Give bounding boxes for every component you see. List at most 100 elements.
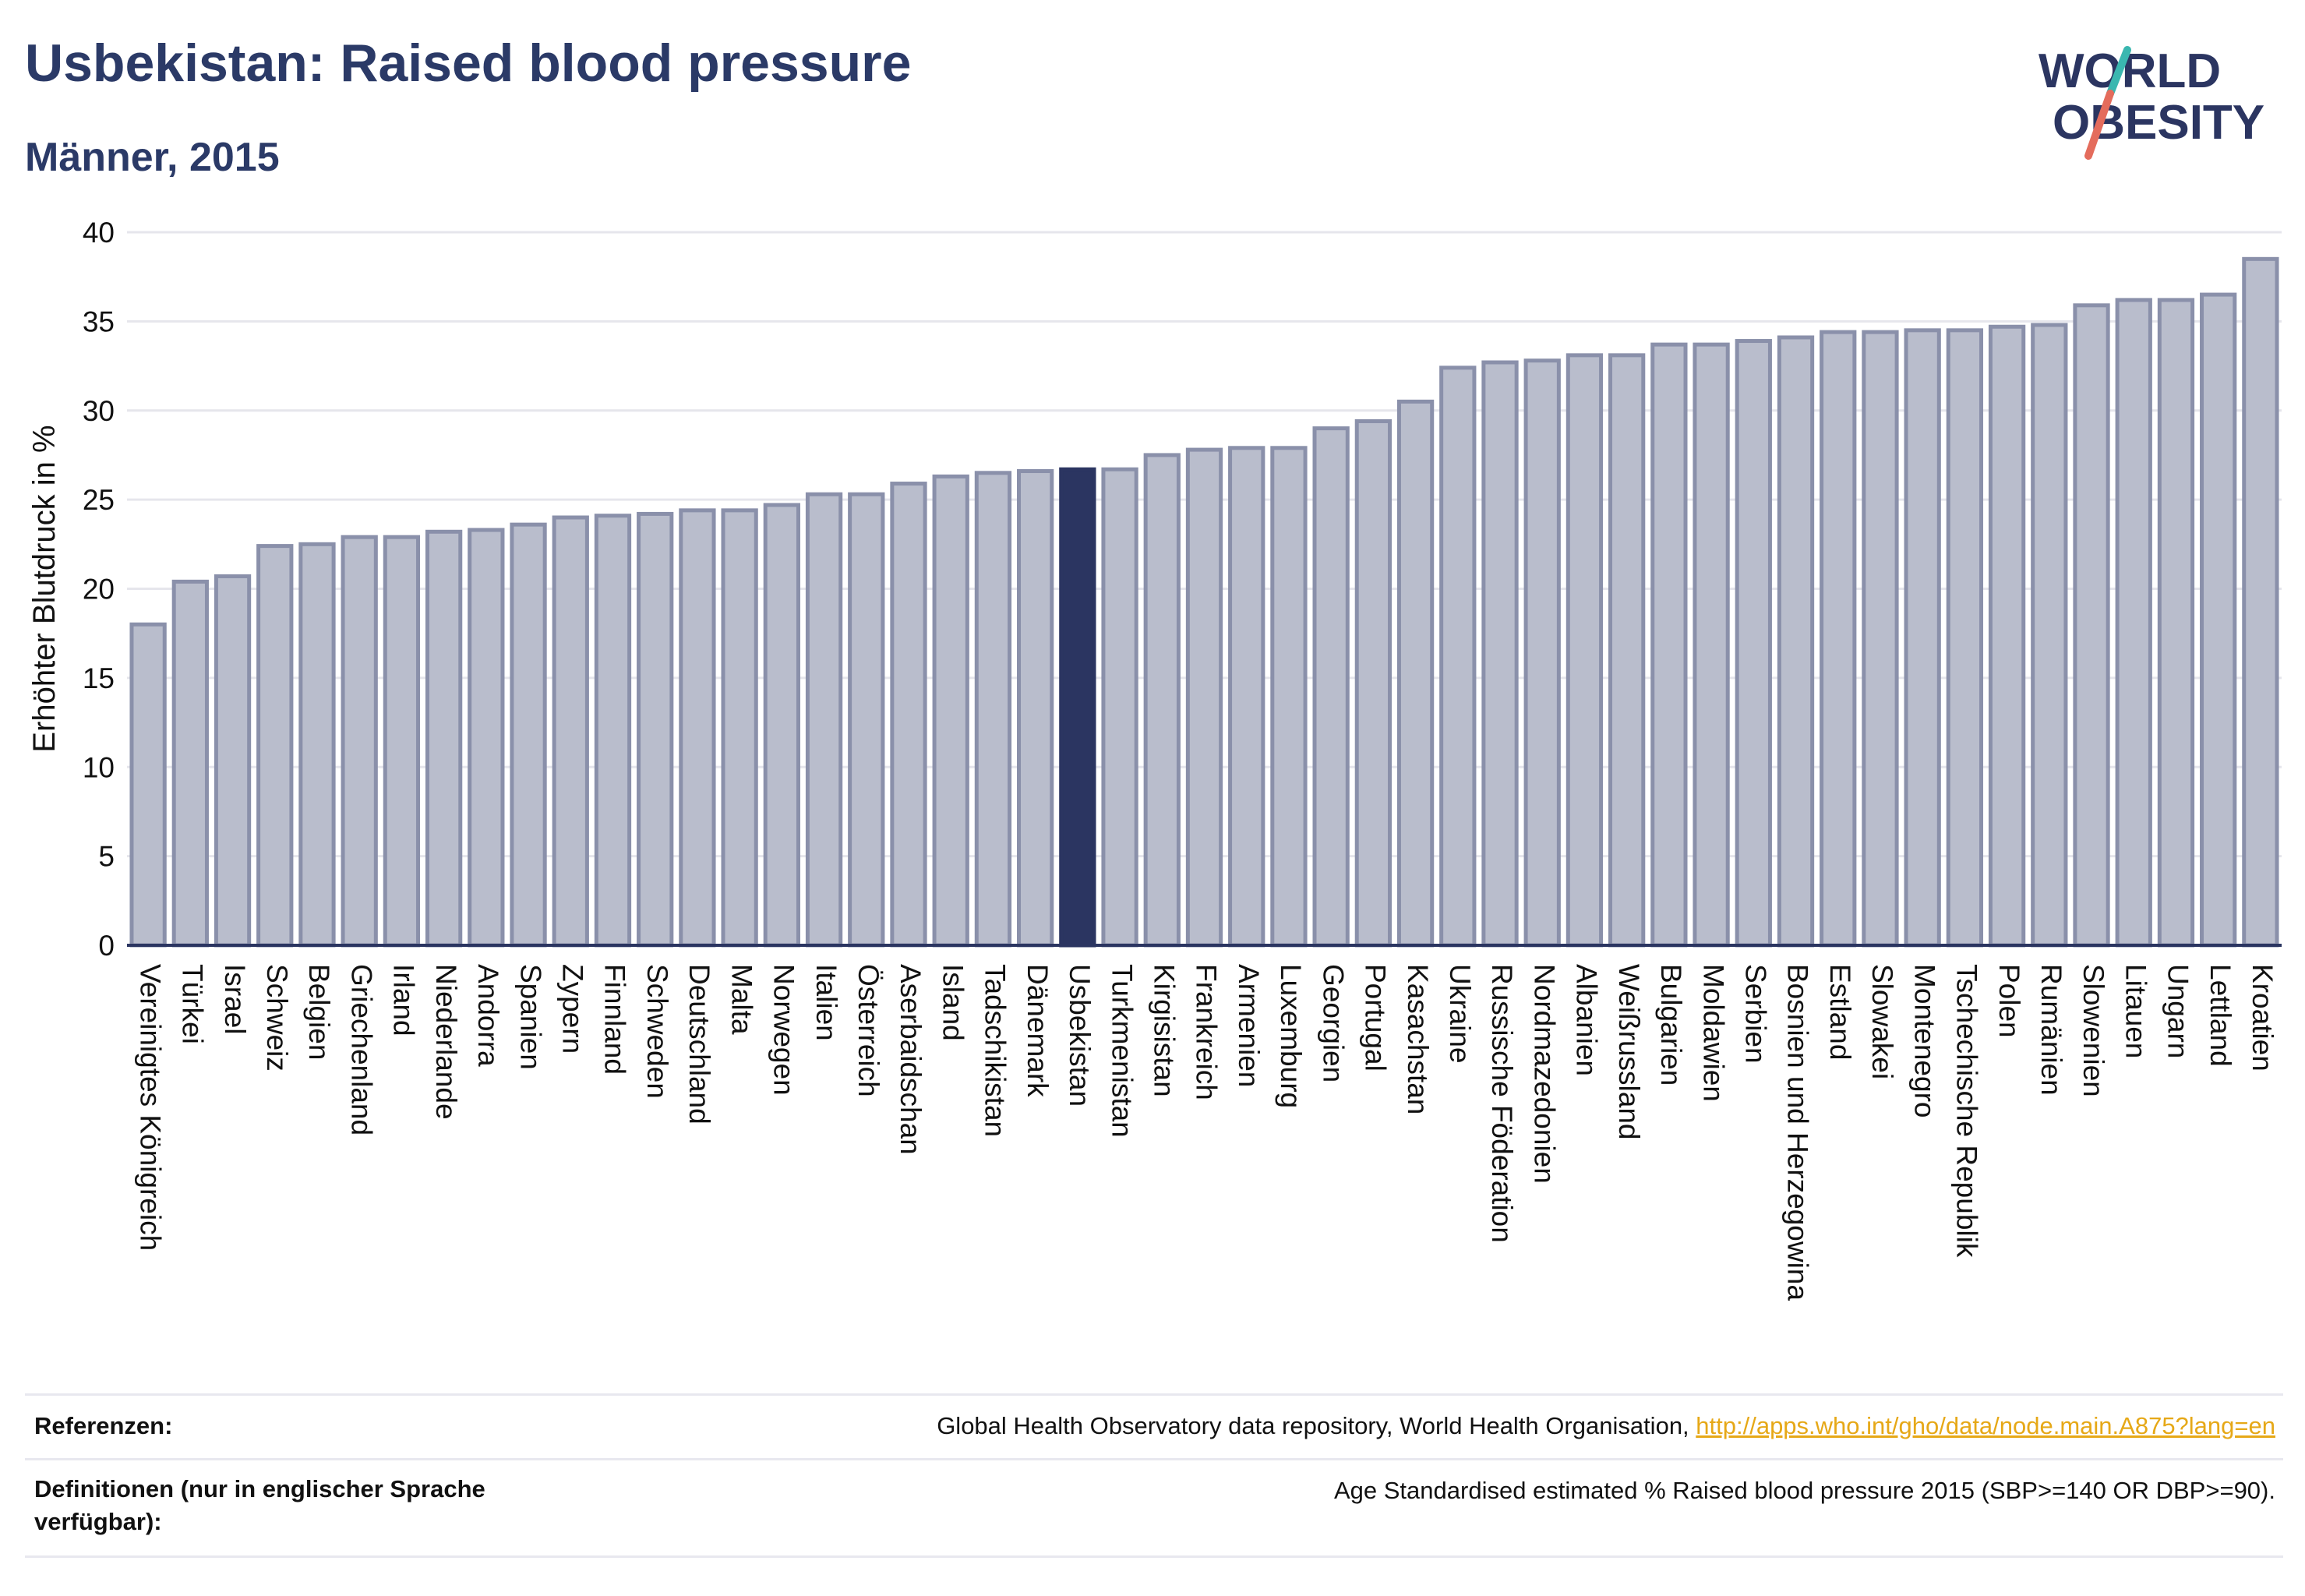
x-tick-label: Estland — [1824, 964, 1856, 1060]
y-tick-label: 25 — [83, 484, 115, 516]
bar-rumänien — [2031, 323, 2068, 948]
x-tick-label: Ukraine — [1444, 964, 1476, 1064]
world-obesity-logo: WORLD OBESITY — [2038, 44, 2264, 160]
bar-nordmazedonien — [1523, 358, 1561, 948]
bar-vereinigtes-königreich — [129, 622, 167, 948]
bar-portugal — [1354, 418, 1393, 948]
x-tick-label: Belgien — [303, 964, 335, 1060]
x-tick-label: Georgien — [1317, 964, 1349, 1082]
y-tick-label: 0 — [98, 930, 115, 962]
x-tick-label: Finnland — [599, 964, 631, 1075]
bar-tadschikistan — [974, 471, 1012, 948]
definitions-value: Age Standardised estimated % Raised bloo… — [1333, 1477, 2275, 1504]
bar-kirgisistan — [1143, 453, 1181, 948]
bar-tschechische-republik — [1946, 328, 1984, 948]
x-tick-label: Lettland — [2204, 964, 2236, 1067]
x-tick-label: Slowakei — [1866, 964, 1898, 1079]
bar-slowakei — [1862, 330, 1899, 948]
bar-weißrussland — [1608, 353, 1646, 948]
x-tick-label: Slowenien — [2077, 964, 2109, 1097]
x-tick-label: Dänemark — [1022, 964, 1054, 1097]
page-subtitle: Männer, 2015 — [25, 135, 280, 180]
y-tick-label: 40 — [83, 217, 115, 249]
bar-türkei — [171, 579, 209, 948]
bar-deutschland — [679, 508, 716, 948]
bar-usbekistan — [1059, 467, 1096, 948]
bar-bulgarien — [1650, 342, 1688, 948]
y-tick-label: 20 — [83, 574, 115, 606]
bar-schweiz — [256, 544, 294, 948]
bar-griechenland — [341, 535, 378, 948]
bar-lettland — [2200, 292, 2237, 948]
x-tick-label: Türkei — [177, 964, 209, 1044]
definitions-label: Definitionen (nur in englischer Sprache … — [34, 1475, 485, 1535]
references-table: Referenzen: Global Health Observatory da… — [25, 1393, 2283, 1558]
bar-estland — [1820, 330, 1857, 948]
x-tick-label: Andorra — [472, 964, 504, 1067]
bar-kasachstan — [1396, 399, 1435, 948]
bar-luxemburg — [1270, 446, 1308, 948]
x-tick-label: Schweden — [641, 964, 673, 1099]
logo-text-obesity: OBESITY — [2053, 96, 2264, 150]
bar-finnland — [594, 514, 632, 948]
bar-spanien — [510, 522, 547, 948]
definitions-row: Definitionen (nur in englischer Sprache … — [25, 1458, 2283, 1558]
x-tick-label: Bulgarien — [1655, 964, 1687, 1086]
bar-albanien — [1565, 353, 1604, 948]
bar-schweden — [637, 511, 674, 948]
x-tick-label: Montenegro — [1908, 964, 1940, 1118]
bar-montenegro — [1904, 328, 1941, 948]
bar-russische-föderation — [1481, 360, 1519, 948]
x-tick-label: Island — [937, 964, 969, 1041]
x-tick-label: Portugal — [1360, 964, 1392, 1072]
references-link[interactable]: http://apps.who.int/gho/data/node.main.A… — [1696, 1412, 2275, 1439]
y-tick-label: 5 — [98, 841, 115, 873]
bar-island — [932, 474, 969, 948]
bar-belgien — [298, 542, 336, 948]
x-tick-label: Bosnien und Herzegowina — [1782, 964, 1814, 1301]
x-tick-label: Schweiz — [261, 964, 293, 1072]
references-row: Referenzen: Global Health Observatory da… — [25, 1393, 2283, 1458]
x-tick-label: Tschechische Republik — [1951, 964, 1983, 1258]
x-tick-label: Norwegen — [768, 964, 800, 1096]
x-tick-label: Israel — [219, 964, 251, 1034]
bar-armenien — [1228, 446, 1265, 948]
bar-italien — [805, 492, 843, 948]
references-label: Referenzen: — [34, 1412, 173, 1439]
x-tick-label: Russische Föderation — [1486, 964, 1518, 1243]
x-tick-label: Kirgisistan — [1149, 964, 1181, 1097]
page-title: Usbekistan: Raised blood pressure — [25, 34, 912, 93]
x-tick-label: Kasachstan — [1402, 964, 1434, 1114]
x-tick-label: Österreich — [852, 964, 884, 1097]
x-tick-label: Niederlande — [430, 964, 462, 1120]
x-tick-label: Vereinigtes Königreich — [134, 964, 166, 1251]
y-tick-label: 30 — [83, 395, 115, 427]
y-axis-label: Erhöhter Blutdruck in % — [27, 425, 62, 752]
x-tick-label: Litauen — [2120, 964, 2151, 1058]
bar-georgien — [1312, 426, 1350, 948]
bar-chart: 0 5 10 15 20 25 30 35 40 Erhöhter Blutdruck in % V… — [27, 217, 2282, 1301]
x-tick-label: Griechenland — [345, 964, 377, 1135]
x-tick-label: Italien — [810, 964, 842, 1041]
x-tick-label: Malta — [725, 964, 757, 1035]
bar-aserbaidschan — [890, 482, 927, 948]
y-tick-label: 35 — [83, 305, 115, 337]
bar-zypern — [552, 515, 589, 948]
x-tick-label: Zypern — [556, 964, 588, 1054]
x-tick-label: Tadschikistan — [980, 964, 1011, 1137]
bar-israel — [214, 574, 252, 948]
x-tick-label: Turkmenistan — [1106, 964, 1138, 1138]
x-tick-label: Nordmazedonien — [1528, 964, 1560, 1184]
x-tick-label: Irland — [388, 964, 420, 1036]
x-tick-label: Moldawien — [1697, 964, 1729, 1102]
bar-ungarn — [2157, 298, 2195, 948]
x-tick-label: Weißrussland — [1613, 964, 1645, 1140]
x-tick-label: Aserbaidschan — [895, 964, 927, 1155]
bar-kroatien — [2242, 256, 2279, 948]
bar-österreich — [848, 492, 885, 948]
x-tick-label: Frankreich — [1191, 964, 1223, 1100]
bar-norwegen — [763, 503, 800, 948]
bar-polen — [1988, 324, 2026, 948]
y-tick-label: 10 — [83, 751, 115, 783]
x-tick-label: Ungarn — [2162, 964, 2194, 1058]
